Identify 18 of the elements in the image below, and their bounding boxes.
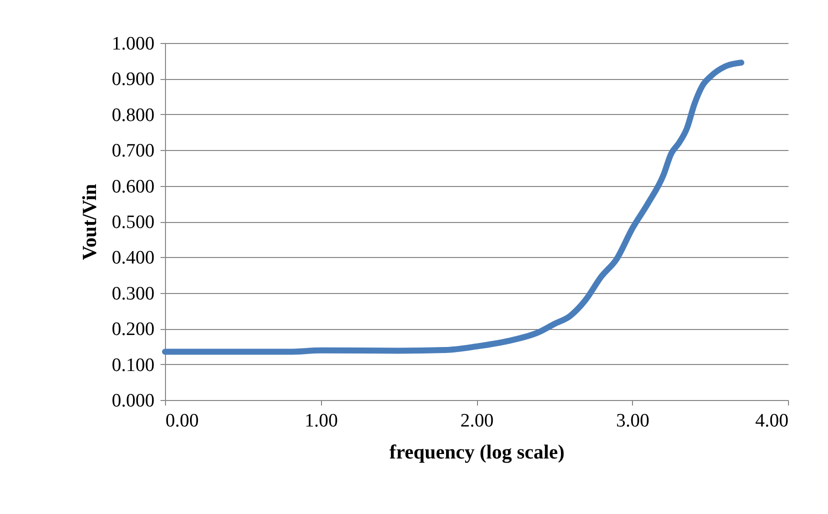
y-tick-label: 0.100 bbox=[112, 354, 154, 376]
x-tick-label: 0.00 bbox=[166, 410, 199, 432]
y-tick-label: 0.500 bbox=[112, 212, 154, 233]
x-tick-label: 2.00 bbox=[460, 410, 494, 432]
y-tick-label: 0.800 bbox=[112, 104, 154, 126]
y-tick-label: 0.400 bbox=[112, 248, 154, 269]
y-axis-title: Vout/Vin bbox=[78, 184, 101, 260]
x-tick-label: 3.00 bbox=[616, 410, 650, 432]
y-tick-label: 0.900 bbox=[112, 69, 154, 90]
y-tick-label: 0.300 bbox=[112, 283, 154, 304]
x-tick-label: 1.00 bbox=[304, 410, 338, 432]
y-tick-label: 0.700 bbox=[112, 140, 154, 162]
y-tick-label: 0.600 bbox=[112, 176, 154, 198]
y-tick-label: 1.000 bbox=[112, 34, 154, 54]
x-tick-label: 4.00 bbox=[755, 410, 788, 432]
y-tick-label: 0.200 bbox=[112, 319, 154, 340]
y-tick-label: 0.000 bbox=[112, 390, 154, 412]
x-axis-title: frequency (log scale) bbox=[389, 442, 565, 464]
